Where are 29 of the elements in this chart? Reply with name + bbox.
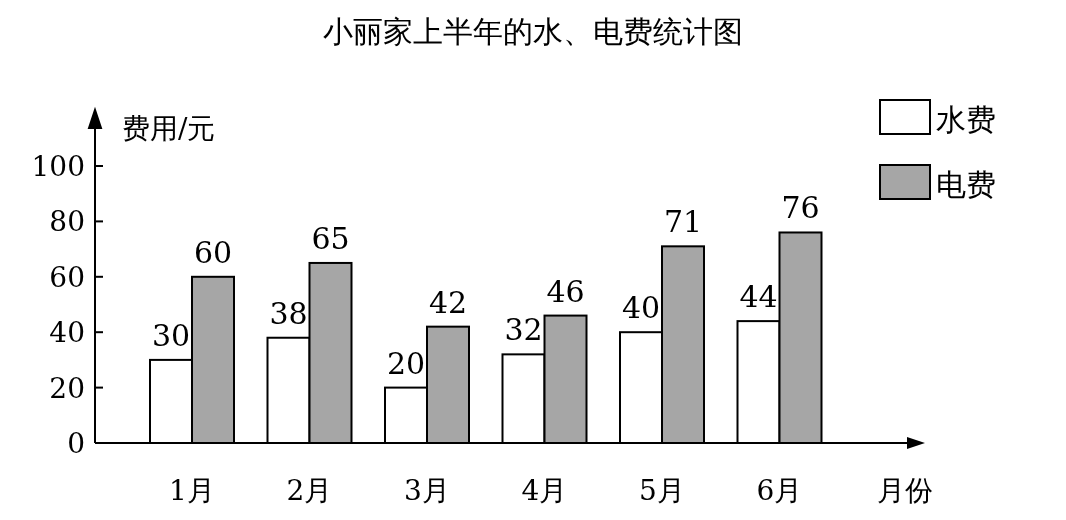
y-tick-label: 0 [67,427,85,460]
x-tick-label: 4月 [521,474,568,507]
data-label: 60 [193,234,233,270]
data-label: 65 [311,220,350,256]
y-axis-title: 费用/元 [122,112,216,145]
data-label: 20 [386,345,426,381]
y-tick-label: 80 [49,205,85,239]
data-label: 46 [546,273,585,309]
data-label: 44 [739,279,778,315]
y-tick-label: 100 [31,150,85,183]
chart-title: 小丽家上半年的水、电费统计图 [323,14,743,49]
data-label: 42 [428,284,468,320]
data-label: 32 [504,312,543,348]
data-label: 40 [621,290,661,326]
y-tick-label: 60 [49,260,85,294]
y-tick-label: 40 [49,316,85,350]
x-axis-title: 月份 [877,474,933,507]
legend-label: 电费 [936,167,996,202]
x-tick-label: 5月 [639,474,685,507]
data-label: 71 [663,204,703,240]
y-tick-label: 20 [49,371,85,405]
legend-label: 水费 [936,102,996,137]
x-tick-label: 1月 [169,474,215,507]
data-label: 76 [781,190,820,226]
data-label: 30 [151,317,191,353]
x-tick-label: 6月 [756,474,803,507]
x-tick-label: 2月 [286,474,333,507]
data-label: 38 [269,295,308,331]
x-tick-label: 3月 [404,474,450,507]
